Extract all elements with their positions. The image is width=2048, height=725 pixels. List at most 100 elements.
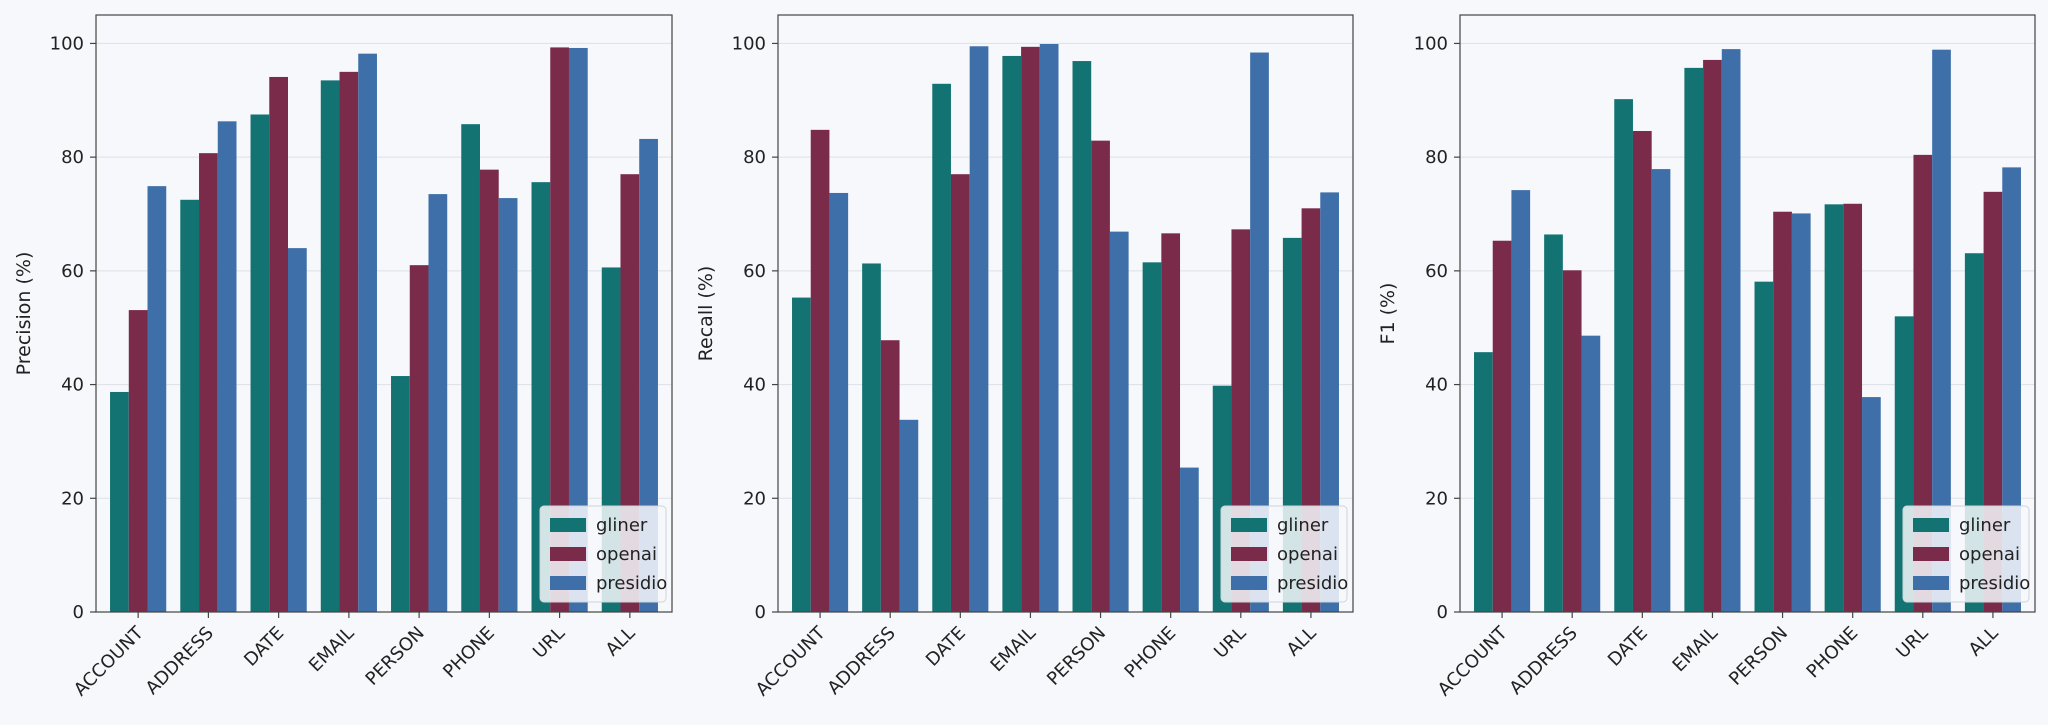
x-tick-label: ACCOUNT xyxy=(752,622,830,700)
x-tick-label: ACCOUNT xyxy=(70,622,148,700)
x-tick-label: DATE xyxy=(240,623,288,671)
bar-gliner-person xyxy=(1754,281,1774,612)
bar-presidio-address xyxy=(1581,335,1601,612)
bar-presidio-url xyxy=(568,47,588,612)
x-tick-label: DATE xyxy=(1604,623,1652,671)
bar-gliner-account xyxy=(110,391,129,612)
bar-gliner-person xyxy=(1072,61,1092,613)
bar-presidio-url xyxy=(1250,52,1269,613)
x-tick-label: URL xyxy=(1892,623,1932,663)
axes-frame xyxy=(777,14,1354,613)
bar-presidio-account xyxy=(829,192,849,612)
x-tick-label: ADDRESS xyxy=(1506,623,1582,699)
bar-gliner-address xyxy=(862,263,881,612)
legend-label-openai: openai xyxy=(596,544,657,565)
x-tick-label: EMAIL xyxy=(305,623,358,676)
legend-label-openai: openai xyxy=(1959,544,2020,565)
legend-swatch-presidio xyxy=(1913,576,1949,590)
y-tick-label: 60 xyxy=(1425,261,1448,282)
bar-gliner-email xyxy=(320,80,340,612)
y-axis-label: Precision (%) xyxy=(13,252,35,376)
bar-gliner-person xyxy=(391,376,410,612)
bar-openai-email xyxy=(339,71,359,613)
bar-openai-person xyxy=(409,265,429,612)
bar-gliner-account xyxy=(1474,352,1493,612)
y-tick-label: 80 xyxy=(743,147,766,168)
y-tick-label: 20 xyxy=(61,488,84,509)
legend-swatch-presidio xyxy=(550,576,586,590)
legend-swatch-openai xyxy=(1913,547,1949,561)
bar-gliner-address xyxy=(1544,234,1563,612)
bar-presidio-all xyxy=(639,138,658,612)
bar-presidio-address xyxy=(217,121,237,612)
y-tick-label: 20 xyxy=(1425,488,1448,509)
bar-gliner-phone xyxy=(461,124,480,612)
x-tick-label: EMAIL xyxy=(1669,623,1722,676)
y-axis-label: Recall (%) xyxy=(695,266,717,362)
axes-frame xyxy=(95,14,673,613)
bar-presidio-person xyxy=(1791,213,1811,612)
x-tick-label: ALL xyxy=(1283,623,1321,661)
x-tick-label: ADDRESS xyxy=(824,623,900,699)
bar-gliner-email xyxy=(1002,55,1022,613)
legend-label-gliner: gliner xyxy=(596,515,648,536)
bar-gliner-account xyxy=(792,297,811,612)
bar-openai-phone xyxy=(1843,203,1863,612)
x-tick-label: URL xyxy=(529,623,569,663)
bar-presidio-email xyxy=(358,53,377,613)
bar-openai-address xyxy=(1562,270,1582,612)
legend: gliner openai presidio xyxy=(1220,505,1348,603)
bar-openai-url xyxy=(550,47,569,613)
bar-openai-address xyxy=(880,340,900,612)
bar-openai-account xyxy=(128,310,148,612)
bar-presidio-phone xyxy=(498,198,518,612)
y-tick-label: 40 xyxy=(61,375,84,396)
y-tick-label: 100 xyxy=(732,33,766,54)
legend-swatch-gliner xyxy=(1913,518,1949,532)
bar-presidio-address xyxy=(899,419,919,612)
y-tick-label: 20 xyxy=(743,488,766,509)
legend-label-gliner: gliner xyxy=(1277,515,1329,536)
legend: gliner openai presidio xyxy=(539,505,667,603)
legend-swatch-openai xyxy=(550,547,586,561)
bar-presidio-phone xyxy=(1862,397,1881,612)
bar-presidio-account xyxy=(147,186,167,612)
x-tick-label: ALL xyxy=(602,623,640,661)
legend-label-presidio: presidio xyxy=(1277,573,1348,594)
bar-gliner-date xyxy=(250,114,270,612)
legend-label-gliner: gliner xyxy=(1959,515,2011,536)
bar-openai-date xyxy=(950,174,970,612)
bar-presidio-person xyxy=(1109,231,1129,612)
axes-frame xyxy=(1459,14,2036,613)
bar-presidio-person xyxy=(428,194,448,612)
x-tick-label: PHONE xyxy=(1803,623,1863,683)
x-tick-label: PERSON xyxy=(362,623,429,690)
y-tick-label: 80 xyxy=(1425,147,1448,168)
bar-gliner-date xyxy=(1614,99,1633,613)
y-tick-label: 40 xyxy=(743,375,766,396)
bar-gliner-phone xyxy=(1824,204,1844,612)
x-tick-label: ADDRESS xyxy=(142,623,218,699)
bar-openai-account xyxy=(810,129,830,612)
x-tick-label: DATE xyxy=(922,623,970,671)
legend-swatch-openai xyxy=(1231,547,1267,561)
x-tick-label: ACCOUNT xyxy=(1434,622,1512,700)
bar-openai-url xyxy=(1913,154,1933,612)
legend-label-presidio: presidio xyxy=(1959,573,2030,594)
legend-label-openai: openai xyxy=(1277,544,1338,565)
bar-openai-person xyxy=(1773,211,1792,612)
bar-openai-email xyxy=(1021,46,1040,612)
bar-presidio-date xyxy=(969,46,989,613)
y-tick-label: 80 xyxy=(61,147,84,168)
bar-presidio-all xyxy=(2002,167,2021,612)
legend: gliner openai presidio xyxy=(1902,505,2030,603)
bar-openai-address xyxy=(199,153,218,613)
bar-gliner-date xyxy=(932,83,951,613)
y-tick-label: 60 xyxy=(743,261,766,282)
bar-presidio-account xyxy=(1511,190,1531,612)
bar-presidio-email xyxy=(1039,43,1059,613)
y-tick-label: 100 xyxy=(50,33,84,54)
legend-swatch-presidio xyxy=(1231,576,1267,590)
